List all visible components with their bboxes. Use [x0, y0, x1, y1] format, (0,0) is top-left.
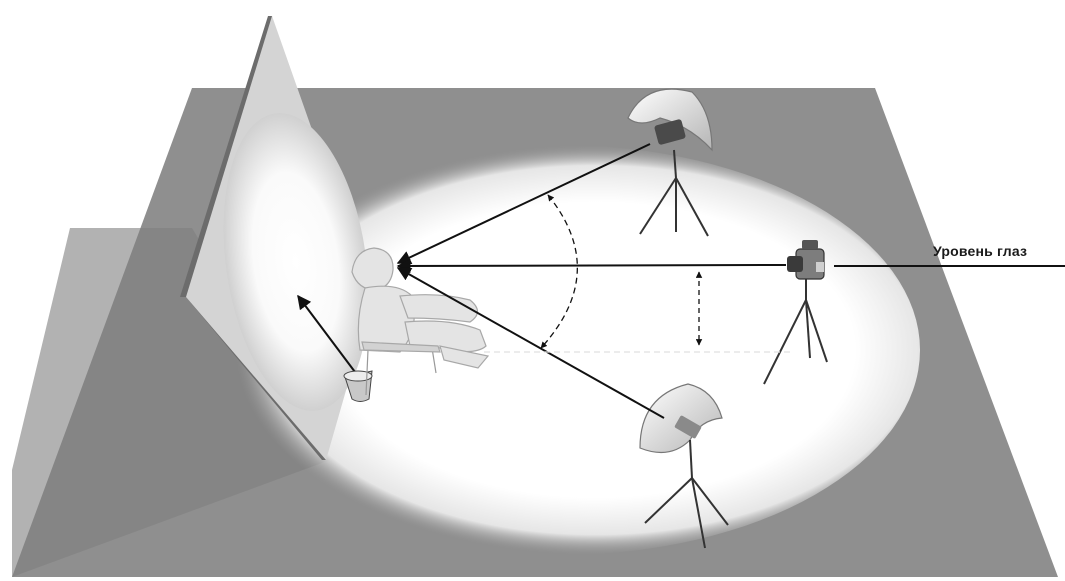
camera-icon	[763, 240, 828, 385]
seated-person-icon	[351, 247, 490, 396]
floor-shadow	[12, 228, 330, 577]
angle-arc	[540, 194, 578, 349]
umbrella-light-top	[627, 88, 713, 237]
umbrella-light-bottom	[639, 383, 729, 549]
light-pool	[200, 145, 920, 555]
fill-light-ray	[396, 267, 665, 419]
camera-axis-ray	[396, 258, 787, 273]
backdrop-panel	[180, 16, 372, 460]
key-light-ray	[396, 143, 651, 264]
eye-level-label: Уровень глаз	[933, 243, 1028, 259]
background-light-icon	[297, 294, 373, 402]
